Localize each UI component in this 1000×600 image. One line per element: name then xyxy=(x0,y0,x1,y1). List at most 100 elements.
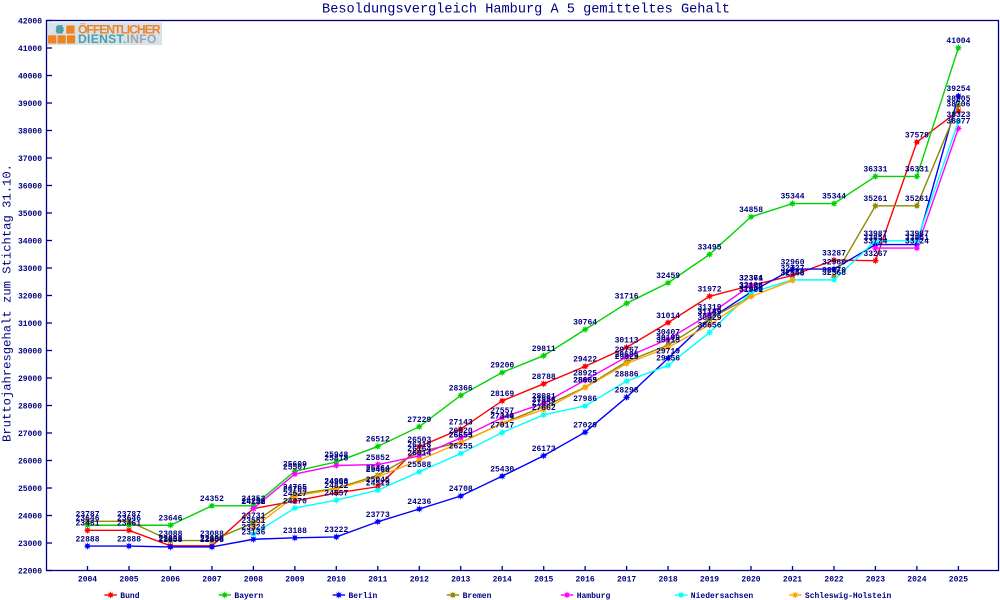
svg-text:30764: 30764 xyxy=(573,319,597,328)
svg-text:26000: 26000 xyxy=(18,458,42,467)
svg-text:23461: 23461 xyxy=(117,520,141,529)
svg-text:2012: 2012 xyxy=(410,576,429,585)
svg-text:32364: 32364 xyxy=(739,275,763,284)
svg-text:2005: 2005 xyxy=(119,576,138,585)
svg-text:Schleswig-Holstein: Schleswig-Holstein xyxy=(805,592,892,600)
svg-text:27344: 27344 xyxy=(490,413,514,422)
svg-text:37000: 37000 xyxy=(18,155,42,164)
svg-text:25852: 25852 xyxy=(366,454,390,463)
svg-text:Bund: Bund xyxy=(120,592,139,600)
svg-text:31139: 31139 xyxy=(697,308,721,317)
svg-text:29525: 29525 xyxy=(615,353,639,362)
svg-text:35261: 35261 xyxy=(863,195,887,204)
svg-text:27986: 27986 xyxy=(573,395,597,404)
svg-text:2006: 2006 xyxy=(161,576,180,585)
svg-text:24708: 24708 xyxy=(449,485,473,494)
svg-text:24990: 24990 xyxy=(324,478,348,487)
svg-text:23188: 23188 xyxy=(283,527,307,536)
svg-text:22858: 22858 xyxy=(158,536,182,545)
svg-text:40000: 40000 xyxy=(18,73,42,82)
svg-text:23461: 23461 xyxy=(75,520,99,529)
svg-text:28081: 28081 xyxy=(532,393,556,402)
svg-text:23773: 23773 xyxy=(366,511,390,520)
svg-text:26820: 26820 xyxy=(449,427,473,436)
svg-text:41000: 41000 xyxy=(18,45,42,54)
svg-text:35344: 35344 xyxy=(822,193,846,202)
svg-text:29811: 29811 xyxy=(532,345,556,354)
svg-text:2021: 2021 xyxy=(783,576,802,585)
svg-text:Niedersachsen: Niedersachsen xyxy=(691,592,754,600)
svg-text:31000: 31000 xyxy=(18,320,42,329)
svg-text:28886: 28886 xyxy=(615,370,639,379)
svg-text:23222: 23222 xyxy=(324,526,348,535)
svg-text:24527: 24527 xyxy=(283,490,307,499)
svg-text:33987: 33987 xyxy=(863,230,887,239)
svg-text:24822: 24822 xyxy=(324,482,348,491)
svg-text:24919: 24919 xyxy=(366,479,390,488)
svg-text:41004: 41004 xyxy=(946,37,970,46)
svg-text:29595: 29595 xyxy=(615,351,639,360)
svg-text:Berlin: Berlin xyxy=(349,592,378,600)
svg-text:23136: 23136 xyxy=(241,529,265,538)
svg-text:Bremen: Bremen xyxy=(463,592,492,600)
svg-text:25609: 25609 xyxy=(283,461,307,470)
svg-text:29456: 29456 xyxy=(656,355,680,364)
svg-text:Hamburg: Hamburg xyxy=(577,592,611,600)
svg-text:23088: 23088 xyxy=(158,530,182,539)
svg-text:28366: 28366 xyxy=(449,385,473,394)
svg-text:27662: 27662 xyxy=(532,404,556,413)
svg-text:22898: 22898 xyxy=(158,535,182,544)
svg-text:27029: 27029 xyxy=(573,421,597,430)
svg-text:29422: 29422 xyxy=(573,356,597,365)
svg-text:30929: 30929 xyxy=(697,314,721,323)
svg-text:31716: 31716 xyxy=(615,293,639,302)
svg-text:24765: 24765 xyxy=(283,484,307,493)
svg-text:29200: 29200 xyxy=(490,362,514,371)
svg-text:2022: 2022 xyxy=(824,576,843,585)
svg-text:34000: 34000 xyxy=(18,238,42,247)
svg-text:23787: 23787 xyxy=(75,511,99,520)
svg-text:23646: 23646 xyxy=(75,514,99,523)
svg-text:32568: 32568 xyxy=(822,269,846,278)
svg-text:36331: 36331 xyxy=(863,166,887,175)
svg-text:25507: 25507 xyxy=(283,463,307,472)
svg-text:26512: 26512 xyxy=(366,436,390,445)
svg-text:2020: 2020 xyxy=(741,576,760,585)
svg-text:27852: 27852 xyxy=(532,399,556,408)
svg-text:24705: 24705 xyxy=(283,485,307,494)
svg-text:2011: 2011 xyxy=(368,576,387,585)
svg-text:32960: 32960 xyxy=(780,258,804,267)
svg-text:25408: 25408 xyxy=(366,466,390,475)
svg-text:25430: 25430 xyxy=(490,465,514,474)
svg-text:24352: 24352 xyxy=(241,495,265,504)
svg-text:35344: 35344 xyxy=(780,193,804,202)
svg-text:29719: 29719 xyxy=(656,347,680,356)
svg-text:31972: 31972 xyxy=(697,286,721,295)
svg-text:23646: 23646 xyxy=(117,514,141,523)
svg-text:26653: 26653 xyxy=(449,432,473,441)
svg-text:23000: 23000 xyxy=(18,540,42,549)
svg-text:33987: 33987 xyxy=(905,230,929,239)
svg-text:24352: 24352 xyxy=(200,495,224,504)
svg-text:ÖFFENTLICHER: ÖFFENTLICHER xyxy=(78,22,161,37)
svg-text:31319: 31319 xyxy=(697,303,721,312)
svg-text:2023: 2023 xyxy=(866,576,885,585)
svg-text:25948: 25948 xyxy=(324,451,348,460)
svg-text:31014: 31014 xyxy=(656,312,680,321)
svg-text:26164: 26164 xyxy=(407,445,431,454)
svg-text:27000: 27000 xyxy=(18,430,42,439)
svg-text:33495: 33495 xyxy=(697,244,721,253)
svg-text:27143: 27143 xyxy=(449,418,473,427)
svg-text:Bayern: Bayern xyxy=(234,592,263,600)
svg-text:2016: 2016 xyxy=(575,576,594,585)
svg-text:26014: 26014 xyxy=(407,449,431,458)
svg-text:27349: 27349 xyxy=(490,413,514,422)
svg-text:33851: 33851 xyxy=(905,234,929,243)
svg-text:26503: 26503 xyxy=(407,436,431,445)
svg-text:29000: 29000 xyxy=(18,375,42,384)
svg-text:30656: 30656 xyxy=(697,322,721,331)
svg-text:33724: 33724 xyxy=(905,237,929,246)
svg-text:28298: 28298 xyxy=(615,387,639,396)
svg-text:25818: 25818 xyxy=(324,455,348,464)
svg-text:30115: 30115 xyxy=(656,337,680,346)
